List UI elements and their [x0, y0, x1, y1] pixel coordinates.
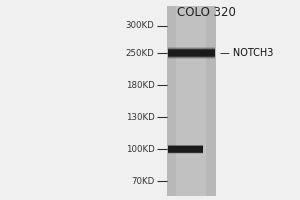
- Text: COLO 320: COLO 320: [177, 6, 236, 19]
- Text: 100KD: 100KD: [126, 144, 154, 154]
- Text: 300KD: 300KD: [126, 21, 154, 30]
- Text: — NOTCH3: — NOTCH3: [220, 48, 274, 58]
- Text: 180KD: 180KD: [126, 81, 154, 90]
- Text: 130KD: 130KD: [126, 112, 154, 121]
- Text: 70KD: 70KD: [131, 176, 154, 186]
- Text: 250KD: 250KD: [126, 48, 154, 58]
- Bar: [176, 6, 206, 196]
- Bar: [168, 146, 203, 152]
- Bar: [168, 145, 203, 153]
- Bar: [168, 49, 215, 57]
- Bar: [168, 144, 203, 154]
- Bar: [168, 50, 215, 56]
- Bar: [168, 146, 203, 152]
- Bar: [167, 6, 216, 196]
- Bar: [168, 47, 215, 59]
- Bar: [168, 48, 215, 58]
